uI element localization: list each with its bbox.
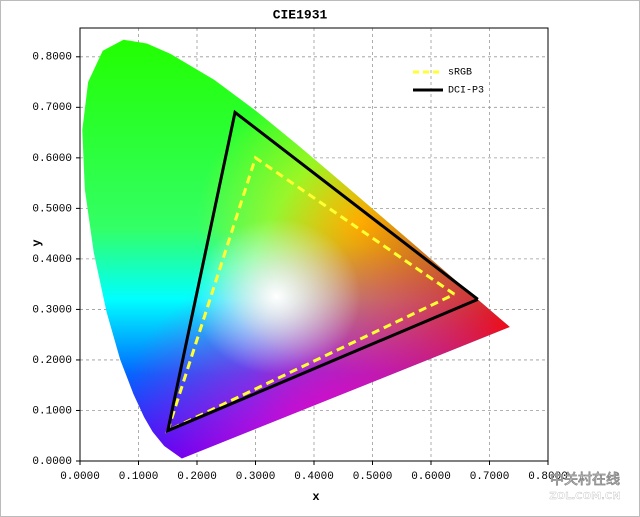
y-tick-label: 0.3000 — [32, 304, 72, 316]
x-tick-label: 0.5000 — [353, 471, 393, 483]
x-tick-label: 0.2000 — [177, 471, 217, 483]
x-axis-label: x — [312, 490, 319, 504]
axes-frame — [79, 27, 549, 462]
y-tick-label: 0.1000 — [32, 405, 72, 417]
y-tick-label: 0.8000 — [32, 52, 72, 64]
gamut-line — [165, 109, 479, 434]
y-tick-label: 0.7000 — [32, 102, 72, 114]
x-tick-label: 0.6000 — [411, 471, 451, 483]
x-tick-label: 0.0000 — [60, 471, 100, 483]
x-tick-label: 0.7000 — [470, 471, 510, 483]
x-tick-label: 0.4000 — [294, 471, 334, 483]
chart-title: CIE1931 — [273, 7, 328, 22]
y-tick-label: 0.2000 — [32, 355, 72, 367]
y-tick-label: 0.6000 — [32, 153, 72, 165]
legend-label: sRGB — [448, 68, 472, 79]
gamut-line — [165, 155, 456, 434]
x-tick-label: 0.8000 — [528, 471, 568, 483]
y-tick-label: 0.4000 — [32, 254, 72, 266]
watermark-url: ZOL.COM.CN — [549, 491, 620, 502]
y-tick-label: 0.5000 — [32, 203, 72, 215]
x-tick-label: 0.3000 — [236, 471, 276, 483]
x-tick-label: 0.1000 — [119, 471, 159, 483]
legend-label: DCI-P3 — [448, 86, 484, 97]
y-tick-label: 0.0000 — [32, 456, 72, 468]
y-axis-label: y — [30, 239, 44, 246]
watermark-name: 中关村在线 — [550, 471, 620, 488]
